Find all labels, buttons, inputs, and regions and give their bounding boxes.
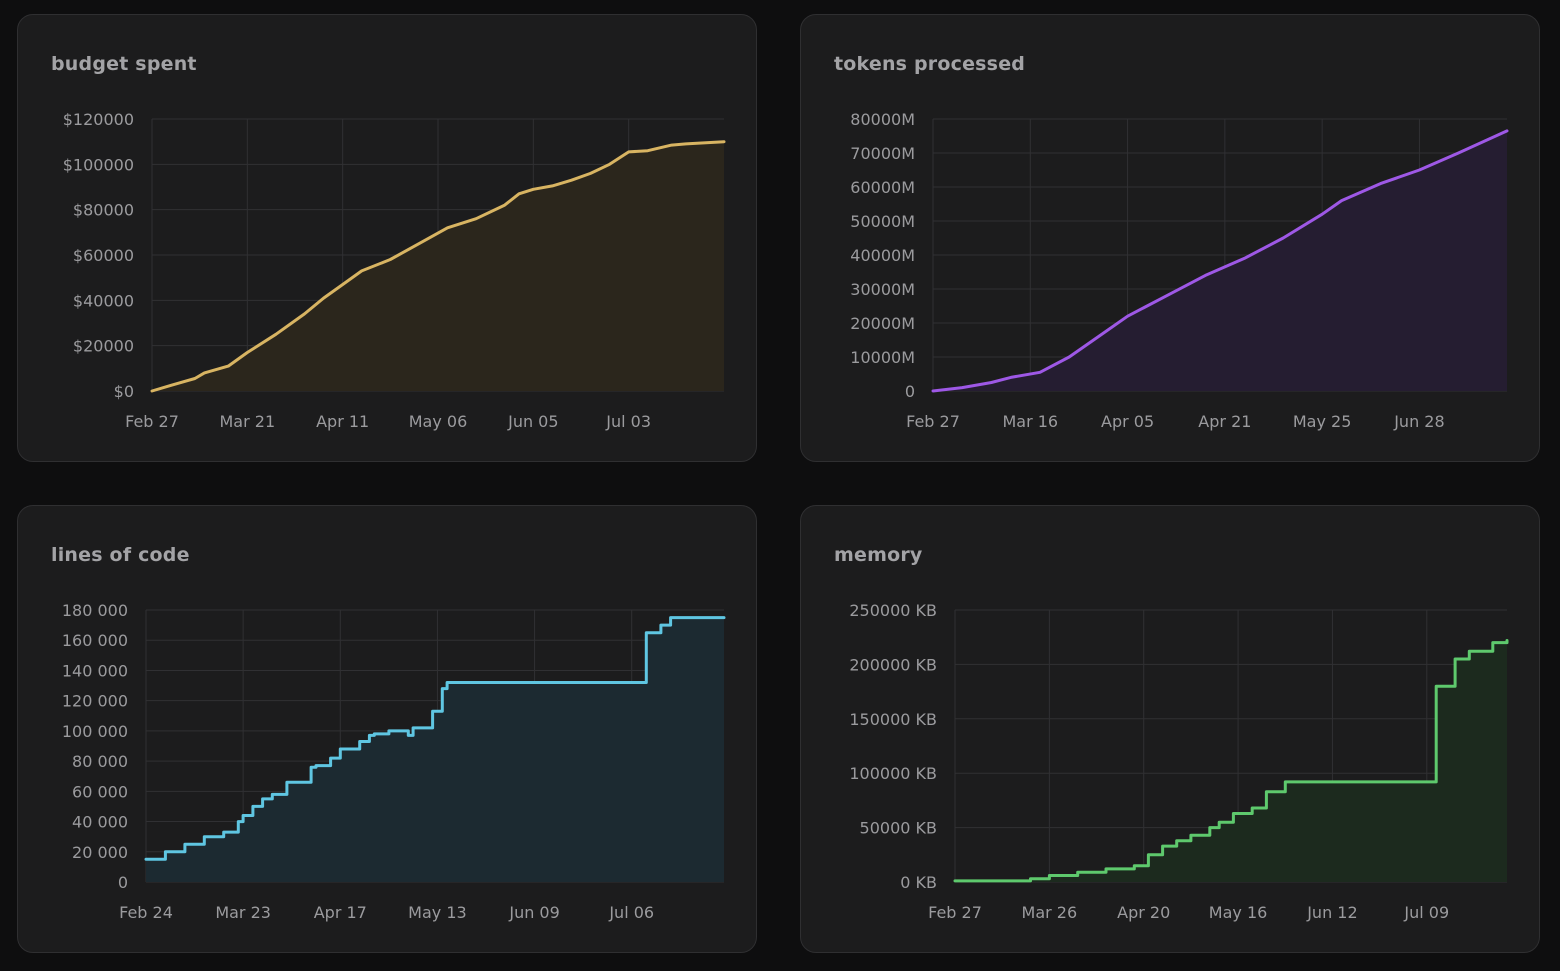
x-tick-label: Apr 17 [314, 903, 367, 922]
y-tick-label: 100 000 [62, 722, 128, 741]
x-tick-label: Jun 12 [1306, 903, 1357, 922]
x-tick-label: May 06 [409, 412, 468, 431]
x-tick-label: Jul 09 [1403, 903, 1449, 922]
y-tick-label: 50000 KB [860, 819, 937, 838]
x-tick-label: Jul 03 [605, 412, 651, 431]
y-tick-label: 160 000 [62, 631, 128, 650]
x-tick-label: Feb 27 [906, 412, 960, 431]
x-tick-label: Feb 27 [928, 903, 982, 922]
series-line [931, 129, 1509, 393]
y-tick-label: 50000M [850, 212, 915, 231]
y-tick-label: 70000M [850, 144, 915, 163]
budget-spent-chart: $120000 $100000 $80000 $60000 $40000 $20000 $0… [63, 110, 726, 431]
series-area [146, 617, 724, 882]
lines-of-code-chart: 180 000 160 000 140 000 120 000 100 000 80 00… [62, 601, 726, 922]
y-tick-label: 40000M [850, 246, 915, 265]
y-tick-label: 150000 KB [849, 710, 937, 729]
y-tick-label: $80000 [73, 201, 134, 220]
series-area [933, 130, 1507, 391]
x-tick-label: May 13 [408, 903, 467, 922]
x-tick-label: Feb 27 [125, 412, 179, 431]
x-tick-label: Apr 05 [1101, 412, 1154, 431]
x-tick-label: Apr 11 [316, 412, 369, 431]
y-tick-label: 80 000 [72, 752, 128, 771]
y-tick-label: 120 000 [62, 692, 128, 711]
x-tick-label: Feb 24 [119, 903, 173, 922]
series-area [955, 640, 1507, 882]
x-tick-label: Jun 05 [507, 412, 558, 431]
y-tick-label: 0 [905, 382, 915, 401]
y-tick-label: 80000M [850, 110, 915, 129]
tokens-processed-chart: 80000M 70000M 60000M 50000M 40000M 30000M 2000… [850, 110, 1509, 431]
y-tick-label: 0 KB [900, 873, 937, 892]
x-tick-label: Mar 23 [215, 903, 271, 922]
y-tick-label: 30000M [850, 280, 915, 299]
chart-title: memory [834, 544, 923, 566]
series-line [953, 639, 1509, 883]
y-tick-label: $120000 [63, 110, 134, 129]
x-tick-label: Apr 20 [1117, 903, 1170, 922]
y-tick-label: $40000 [73, 291, 134, 310]
x-tick-label: Jul 06 [608, 903, 654, 922]
y-tick-label: 40 000 [72, 813, 128, 832]
x-tick-label: Mar 21 [220, 412, 276, 431]
x-tick-label: Jun 28 [1393, 412, 1444, 431]
memory-card: memory 250000 KB 200000 KB 150000 KB 100000… [800, 505, 1540, 953]
series-line [150, 140, 726, 393]
y-tick-label: 10000M [850, 348, 915, 367]
lines-of-code-card: lines of code 180 000 160 000 140 000 120 0… [17, 505, 757, 953]
x-tick-label: Mar 16 [1002, 412, 1058, 431]
y-tick-label: 60 000 [72, 782, 128, 801]
y-tick-label: $100000 [63, 155, 134, 174]
y-tick-label: 0 [118, 873, 128, 892]
x-tick-label: Apr 21 [1198, 412, 1251, 431]
tokens-processed-card: tokens processed 80000M 70000M 60000M 50000… [800, 14, 1540, 462]
y-tick-label: 60000M [850, 178, 915, 197]
x-tick-label: May 25 [1293, 412, 1352, 431]
x-tick-label: May 16 [1209, 903, 1268, 922]
y-tick-label: 20 000 [72, 843, 128, 862]
y-tick-label: 250000 KB [849, 601, 937, 620]
memory-chart: 250000 KB 200000 KB 150000 KB 100000 KB 5000… [849, 601, 1509, 922]
y-tick-label: 180 000 [62, 601, 128, 620]
y-tick-label: $0 [114, 382, 134, 401]
y-tick-label: 100000 KB [849, 764, 937, 783]
y-tick-label: 200000 KB [849, 655, 937, 674]
series-line [144, 616, 726, 861]
y-tick-label: 140 000 [62, 661, 128, 680]
chart-title: budget spent [51, 53, 197, 75]
chart-title: lines of code [51, 544, 190, 566]
y-tick-label: 20000M [850, 314, 915, 333]
chart-title: tokens processed [834, 53, 1026, 75]
y-tick-label: $20000 [73, 337, 134, 356]
y-tick-label: $60000 [73, 246, 134, 265]
series-area [152, 141, 724, 391]
x-tick-label: Mar 26 [1022, 903, 1078, 922]
x-tick-label: Jun 09 [508, 903, 559, 922]
budget-spent-card: budget spent $120000 $100000 $80000 $60000 $… [17, 14, 757, 462]
